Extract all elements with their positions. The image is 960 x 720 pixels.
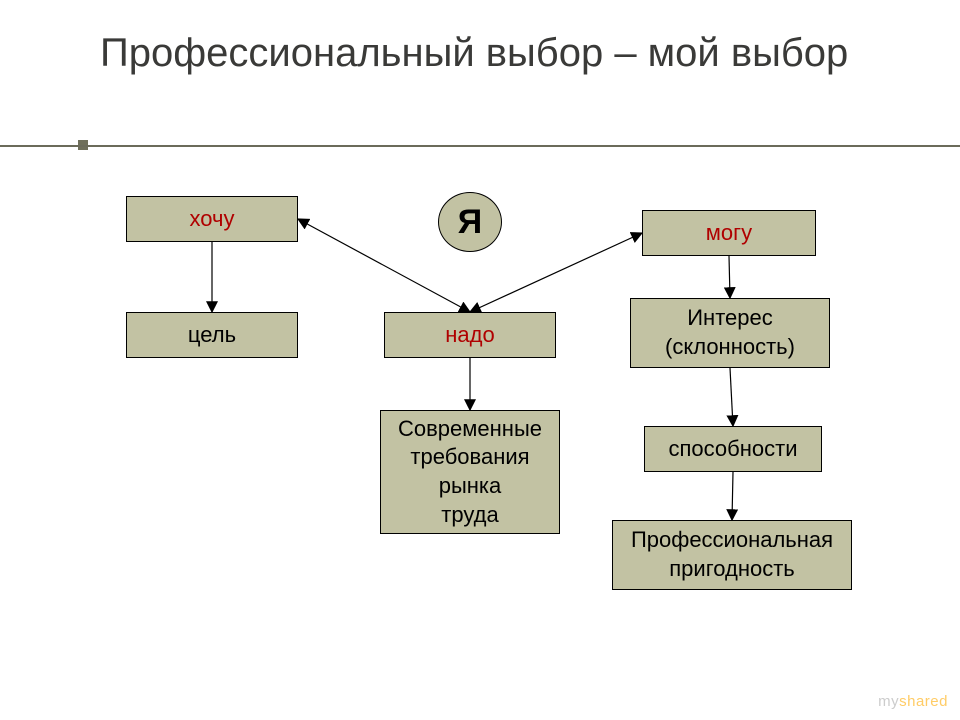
watermark-right: shared	[899, 693, 948, 710]
node-goal: цель	[126, 312, 298, 358]
edge-can-interest	[729, 256, 730, 298]
node-can: могу	[642, 210, 816, 256]
node-center: Я	[438, 192, 502, 252]
slide: Профессиональный выбор – мой выбор Яхочу…	[0, 0, 960, 720]
watermark: myshared	[878, 693, 948, 710]
node-market: Современные требования рынка труда	[380, 410, 560, 534]
edge-ability-fitness	[732, 472, 733, 520]
edge-interest-ability	[730, 368, 733, 426]
node-fitness: Профессиональная пригодность	[612, 520, 852, 590]
node-interest: Интерес (склонность)	[630, 298, 830, 368]
title-rule	[0, 145, 960, 147]
node-want: хочу	[126, 196, 298, 242]
node-ability: способности	[644, 426, 822, 472]
watermark-left: my	[878, 693, 899, 710]
node-need: надо	[384, 312, 556, 358]
page-title: Профессиональный выбор – мой выбор	[100, 28, 880, 78]
edge-can-need	[470, 233, 642, 312]
